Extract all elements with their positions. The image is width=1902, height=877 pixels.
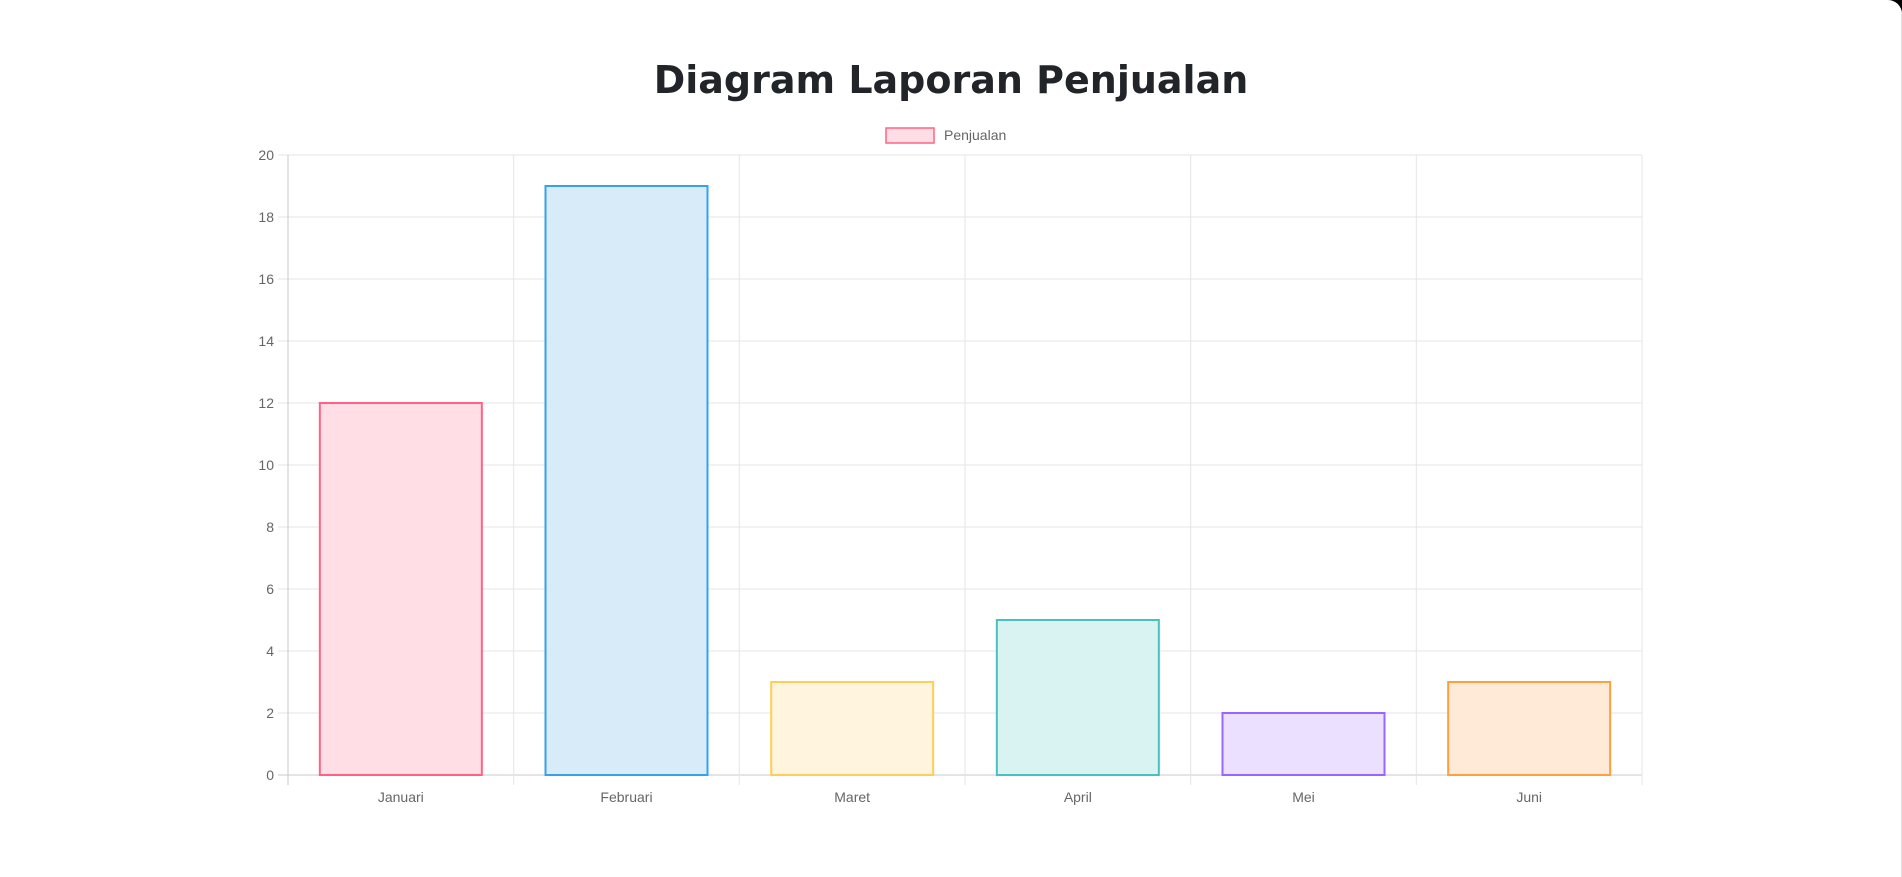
chart-grid: [278, 154, 1643, 785]
chart-bars: [318, 185, 1612, 776]
y-tick-label: 6: [266, 581, 274, 597]
y-tick-label: 10: [258, 457, 274, 473]
y-tick-label: 20: [258, 147, 274, 163]
y-tick-label: 12: [258, 395, 274, 411]
legend-label[interactable]: Penjualan: [944, 127, 1006, 143]
x-tick-label: Januari: [378, 789, 424, 805]
x-tick-label: Mei: [1292, 789, 1315, 805]
chart-legend[interactable]: Penjualan: [885, 127, 1006, 144]
x-tick-label: Juni: [1516, 789, 1542, 805]
bar-februari[interactable]: [544, 185, 709, 776]
y-tick-label: 16: [258, 271, 274, 287]
legend-swatch[interactable]: [885, 127, 935, 144]
y-tick-label: 0: [266, 767, 274, 783]
x-tick-label: Maret: [834, 789, 870, 805]
x-tick-label: April: [1064, 789, 1092, 805]
bar-maret[interactable]: [770, 681, 935, 776]
chart-title: Diagram Laporan Penjualan: [653, 58, 1249, 102]
bar-april[interactable]: [995, 619, 1160, 776]
y-axis-ticks: 0 2 4 6 8 10 12 14 16 18 20: [258, 147, 274, 783]
y-tick-label: 4: [266, 643, 274, 659]
bar-mei[interactable]: [1221, 712, 1386, 776]
y-tick-label: 14: [258, 333, 274, 349]
y-tick-label: 2: [266, 705, 274, 721]
y-tick-label: 8: [266, 519, 274, 535]
x-axis-ticks: Januari Februari Maret April Mei Juni: [378, 789, 1542, 805]
bar-juni[interactable]: [1447, 681, 1612, 776]
bar-januari[interactable]: [318, 402, 483, 776]
x-tick-label: Februari: [600, 789, 652, 805]
y-tick-label: 18: [258, 209, 274, 225]
